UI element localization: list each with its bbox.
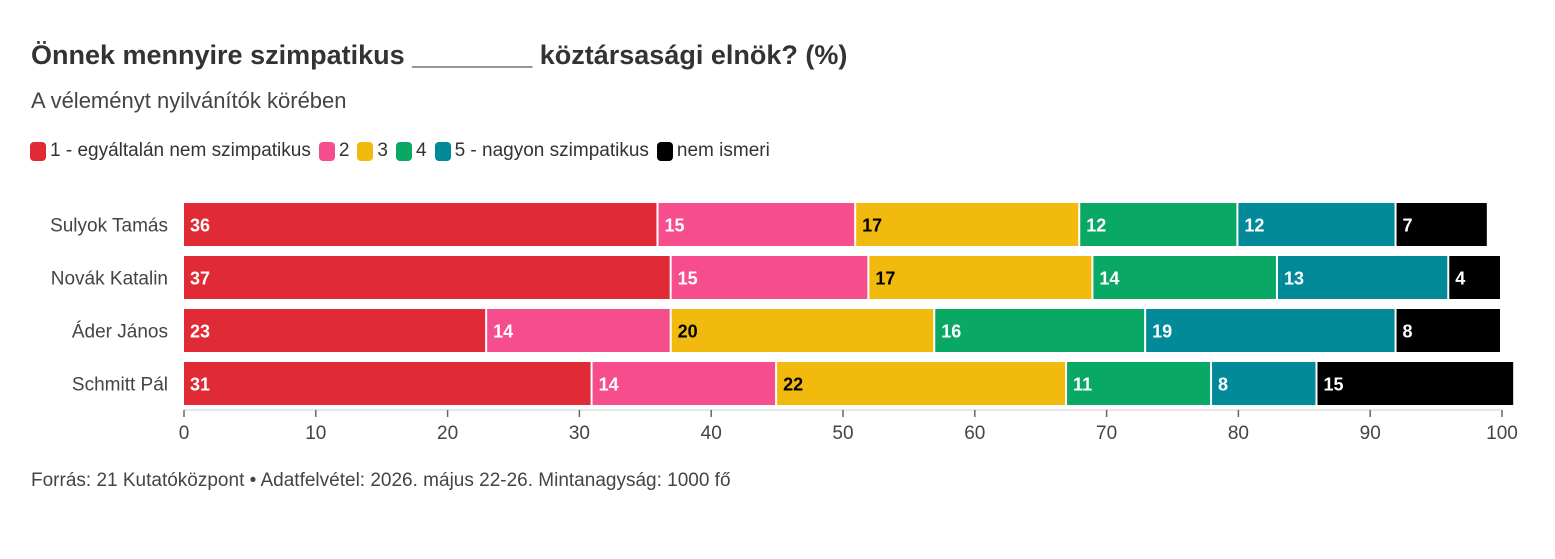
bar-3-2 (777, 362, 1066, 405)
bar-label-3-5: 15 (1323, 375, 1343, 395)
legend-label-3: 4 (416, 140, 427, 161)
x-tick-label-5: 50 (832, 423, 853, 444)
bar-1-4 (1277, 256, 1448, 299)
bar-label-1-5: 4 (1455, 269, 1465, 289)
legend-item-5: nem ismeri (656, 140, 770, 162)
bar-3-5 (1317, 362, 1514, 405)
legend-label-5: nem ismeri (676, 140, 770, 161)
chart-source: Forrás: 21 Kutatóközpont • Adatfelvétel:… (31, 470, 731, 491)
legend-label-2: 3 (377, 140, 388, 161)
bar-label-3-2: 22 (783, 375, 803, 395)
bar-1-5 (1449, 256, 1500, 299)
bar-label-1-0: 37 (190, 269, 210, 289)
chart-title: Önnek mennyire szimpatikus ________ közt… (31, 40, 848, 70)
bar-1-2 (869, 256, 1092, 299)
legend-swatch-1 (318, 141, 335, 161)
bar-3-0 (184, 362, 591, 405)
bar-label-1-3: 14 (1099, 269, 1119, 289)
bar-label-2-4: 19 (1152, 322, 1172, 342)
legend-swatch-0 (30, 141, 46, 161)
bar-0-5 (1396, 203, 1487, 246)
bar-2-4 (1146, 309, 1395, 352)
legend-swatch-2 (357, 141, 374, 161)
bar-0-4 (1238, 203, 1395, 246)
bar-label-2-5: 8 (1403, 322, 1413, 342)
legend-item-2: 3 (357, 140, 388, 162)
bar-label-0-1: 15 (664, 216, 684, 236)
bar-label-1-1: 15 (678, 269, 698, 289)
bar-1-0 (184, 256, 670, 299)
legend-swatch-3 (396, 141, 412, 161)
bar-label-1-2: 17 (875, 269, 895, 289)
category-label-0: Sulyok Tamás (50, 216, 168, 237)
bar-3-3 (1067, 362, 1211, 405)
bar-2-2 (671, 309, 934, 352)
bar-2-1 (487, 309, 670, 352)
legend-label-4: 5 - nagyon szimpatikus (454, 140, 649, 161)
bar-0-3 (1080, 203, 1237, 246)
x-tick-label-10: 100 (1486, 423, 1518, 444)
chart-legend: 1 - egyáltalán nem szimpatikus 2 3 4 5 - nag… (30, 140, 778, 162)
bar-2-3 (935, 309, 1145, 352)
bar-label-0-2: 17 (862, 216, 882, 236)
bar-label-3-3: 11 (1073, 375, 1092, 395)
bar-3-1 (592, 362, 776, 405)
x-tick-label-0: 0 (179, 423, 190, 444)
legend-label-1: 2 (338, 140, 350, 161)
bar-1-3 (1093, 256, 1276, 299)
category-label-3: Schmitt Pál (72, 375, 168, 396)
legend-label-0: 1 - egyáltalán nem szimpatikus (50, 140, 311, 161)
bar-2-5 (1396, 309, 1500, 352)
x-tick-label-7: 70 (1096, 423, 1117, 444)
legend-item-4: 5 - nagyon szimpatikus (434, 140, 649, 162)
bar-label-2-1: 14 (493, 322, 513, 342)
bar-label-1-4: 13 (1284, 269, 1304, 289)
bar-label-3-0: 31 (190, 375, 210, 395)
category-label-2: Áder János (72, 322, 168, 343)
bar-label-0-3: 12 (1086, 216, 1106, 236)
legend-swatch-5 (656, 141, 673, 161)
x-tick-label-6: 60 (964, 423, 985, 444)
bar-2-0 (184, 309, 486, 352)
legend-item-1: 2 (318, 140, 350, 162)
x-tick-label-3: 30 (569, 423, 590, 444)
bar-label-3-1: 14 (599, 375, 619, 395)
bar-3-4 (1212, 362, 1316, 405)
x-tick-label-2: 20 (437, 423, 458, 444)
bar-label-2-0: 23 (190, 322, 210, 342)
bar-label-0-0: 36 (190, 216, 210, 236)
legend-swatch-4 (434, 141, 451, 161)
bar-label-0-5: 7 (1403, 216, 1413, 236)
legend-item-3: 4 (396, 140, 427, 162)
x-tick-label-8: 80 (1228, 423, 1249, 444)
x-tick-label-9: 90 (1360, 423, 1381, 444)
bar-label-2-2: 20 (678, 322, 698, 342)
bar-0-1 (658, 203, 855, 246)
category-label-1: Novák Katalin (51, 269, 168, 290)
bar-label-0-4: 12 (1244, 216, 1264, 236)
chart-subtitle: A véleményt nyilvánítók körében (31, 88, 347, 113)
legend-item-0: 1 - egyáltalán nem szimpatikus (30, 140, 311, 162)
x-tick-label-1: 10 (305, 423, 326, 444)
bar-label-2-3: 16 (941, 322, 961, 342)
bar-label-3-4: 8 (1218, 375, 1228, 395)
x-tick-label-4: 40 (701, 423, 722, 444)
bar-1-1 (671, 256, 868, 299)
bar-0-0 (184, 203, 657, 246)
bar-0-2 (856, 203, 1079, 246)
